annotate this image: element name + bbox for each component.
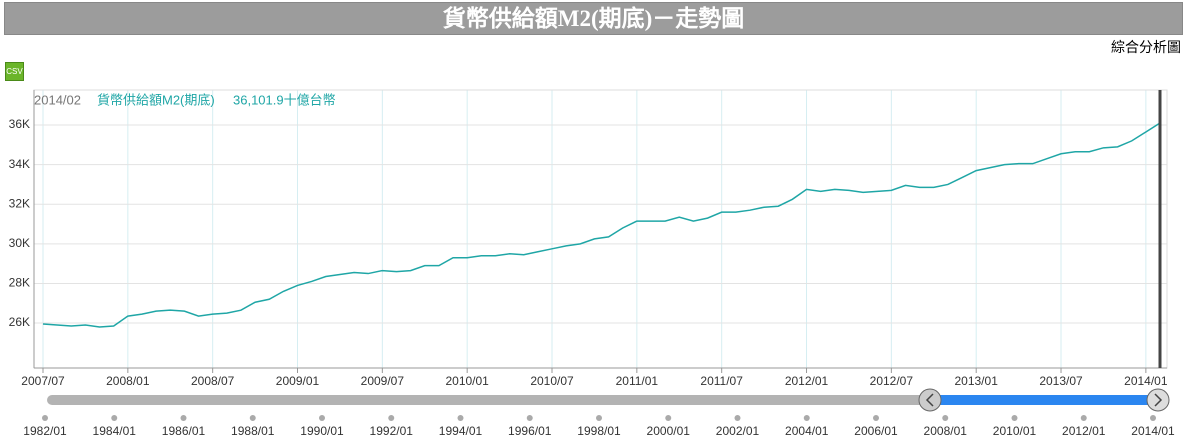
- navigator-dot: [1080, 415, 1087, 421]
- series-line: [42, 122, 1161, 328]
- y-tick-label: 30K: [9, 236, 30, 250]
- navigator-label: 1984/01: [93, 424, 137, 438]
- navigator-handle-left[interactable]: [918, 388, 942, 412]
- navigator-dot: [42, 415, 48, 421]
- navigator-label: 2008/01: [924, 424, 968, 438]
- navigator-label: 2014/01: [1131, 424, 1175, 438]
- navigator-selection[interactable]: [930, 395, 1158, 405]
- x-tick-label: 2011/07: [700, 374, 743, 388]
- navigator-dot: [457, 415, 464, 421]
- y-tick-label: 26K: [9, 315, 30, 329]
- navigator-dot: [734, 415, 741, 421]
- navigator-label: 2000/01: [647, 424, 691, 438]
- navigator-label: 1982/01: [23, 424, 67, 438]
- navigator-label: 1994/01: [439, 424, 483, 438]
- tooltip-value: 36,101.9十億台幣: [233, 92, 336, 107]
- navigator-dot: [1011, 415, 1018, 421]
- x-tick-label: 2008/01: [106, 374, 150, 388]
- navigator-label: 1998/01: [577, 424, 621, 438]
- navigator-label: 1988/01: [231, 424, 275, 438]
- navigator-dot: [942, 415, 949, 421]
- x-tick-label: 2009/01: [276, 374, 320, 388]
- navigator-dot: [249, 415, 256, 421]
- navigator-dot: [1150, 415, 1156, 421]
- y-tick-label: 32K: [9, 196, 30, 210]
- csv-button[interactable]: CSV: [5, 62, 24, 81]
- tooltip-series: 貨幣供給額M2(期底): [97, 92, 215, 107]
- navigator-dot: [388, 415, 395, 421]
- navigator-label: 2006/01: [854, 424, 898, 438]
- x-tick-label: 2007/07: [21, 374, 65, 388]
- x-tick-label: 2012/01: [785, 374, 829, 388]
- x-tick-label: 2009/07: [361, 374, 405, 388]
- x-tick-label: 2010/01: [445, 374, 489, 388]
- analysis-link[interactable]: 綜合分析圖: [1111, 39, 1181, 55]
- navigator-label: 2002/01: [716, 424, 760, 438]
- tooltip-date: 2014/02: [34, 92, 81, 107]
- navigator-label: 1996/01: [508, 424, 552, 438]
- navigator-dot: [111, 415, 118, 421]
- navigator-label: 1986/01: [162, 424, 206, 438]
- navigator-dot: [596, 415, 602, 421]
- x-tick-label: 2010/07: [530, 374, 574, 388]
- navigator-dot: [873, 415, 879, 421]
- y-tick-label: 34K: [9, 157, 30, 171]
- navigator-dot: [665, 415, 672, 421]
- navigator-handle-right[interactable]: [1146, 388, 1170, 412]
- x-tick-label: 2012/07: [870, 374, 914, 388]
- navigator-dot: [180, 415, 187, 421]
- navigator-label: 1990/01: [300, 424, 344, 438]
- navigator-dot: [803, 415, 810, 421]
- navigator-label: 2004/01: [785, 424, 829, 438]
- navigator-label: 1992/01: [370, 424, 414, 438]
- navigator-label: 2012/01: [1062, 424, 1106, 438]
- y-tick-label: 36K: [9, 117, 30, 131]
- navigator-dot: [526, 415, 533, 421]
- navigator-dot: [319, 415, 325, 421]
- y-tick-label: 28K: [9, 276, 30, 290]
- title-bar: 貨幣供給額M2(期底)－走勢圖: [4, 2, 1183, 35]
- navigator-track: [47, 395, 1160, 405]
- x-tick-label: 2014/01: [1124, 374, 1168, 388]
- navigator-label: 2010/01: [993, 424, 1037, 438]
- x-tick-label: 2013/01: [954, 374, 998, 388]
- x-tick-label: 2013/07: [1039, 374, 1083, 388]
- plot-frame: [33, 89, 1168, 369]
- x-tick-label: 2008/07: [191, 374, 235, 388]
- x-tick-label: 2011/01: [616, 374, 659, 388]
